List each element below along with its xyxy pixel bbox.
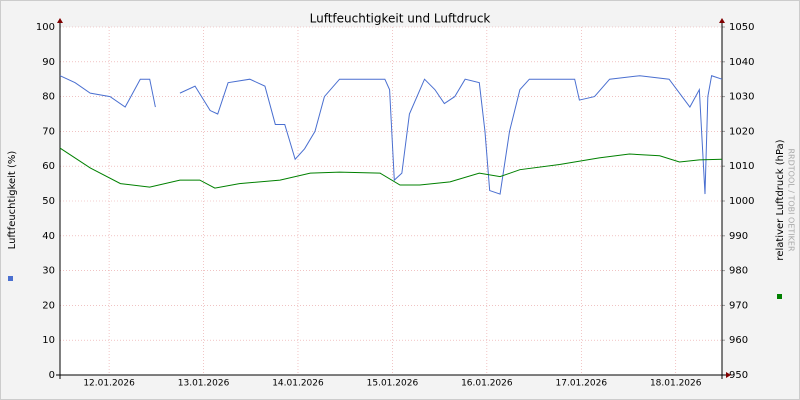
y2-tick-label: 1020 — [729, 126, 754, 137]
legend-marker — [8, 276, 13, 281]
y2-axis-label: relativer Luftdruck (hPa) — [775, 139, 786, 260]
x-tick-label: 18.01.2026 — [650, 379, 702, 389]
x-tick-label: 12.01.2026 — [83, 379, 135, 389]
y2-tick-label: 1000 — [729, 196, 754, 207]
x-tick-label: 14.01.2026 — [272, 379, 324, 389]
series-line — [59, 147, 723, 189]
y2-tick-label: 950 — [729, 370, 748, 381]
y2-tick-label: 980 — [729, 266, 748, 277]
y-axis-label: Luftfeuchtigkeit (%) — [7, 151, 18, 250]
chart-title: Luftfeuchtigkeit und Luftdruck — [310, 12, 491, 26]
series-line — [59, 75, 723, 195]
y-tick-label: 40 — [42, 231, 55, 242]
y2-tick-label: 970 — [729, 300, 748, 311]
y-tick-label: 100 — [36, 22, 55, 33]
axis-arrow — [719, 18, 725, 23]
axis-arrow — [57, 18, 63, 23]
y-tick-label: 30 — [42, 266, 55, 277]
y-tick-label: 0 — [49, 370, 55, 381]
x-tick-label: 16.01.2026 — [461, 379, 513, 389]
x-tick-label: 15.01.2026 — [367, 379, 419, 389]
y-tick-label: 60 — [42, 161, 55, 172]
y2-tick-label: 1050 — [729, 22, 754, 33]
axis-arrow — [726, 372, 731, 378]
y-tick-label: 80 — [42, 92, 55, 103]
x-tick-label: 17.01.2026 — [556, 379, 608, 389]
y2-tick-label: 960 — [729, 335, 748, 346]
x-tick-label: 13.01.2026 — [178, 379, 230, 389]
y-tick-label: 10 — [42, 335, 55, 346]
legend-marker — [777, 294, 782, 299]
y-tick-label: 90 — [42, 57, 55, 68]
y2-tick-label: 1040 — [729, 57, 754, 68]
y-tick-label: 20 — [42, 300, 55, 311]
y2-tick-label: 990 — [729, 231, 748, 242]
watermark: RRDTOOL / TOBI OETIKER — [787, 148, 796, 251]
y2-tick-label: 1010 — [729, 161, 754, 172]
y2-tick-label: 1030 — [729, 92, 754, 103]
y-tick-label: 50 — [42, 196, 55, 207]
y-tick-label: 70 — [42, 126, 55, 137]
